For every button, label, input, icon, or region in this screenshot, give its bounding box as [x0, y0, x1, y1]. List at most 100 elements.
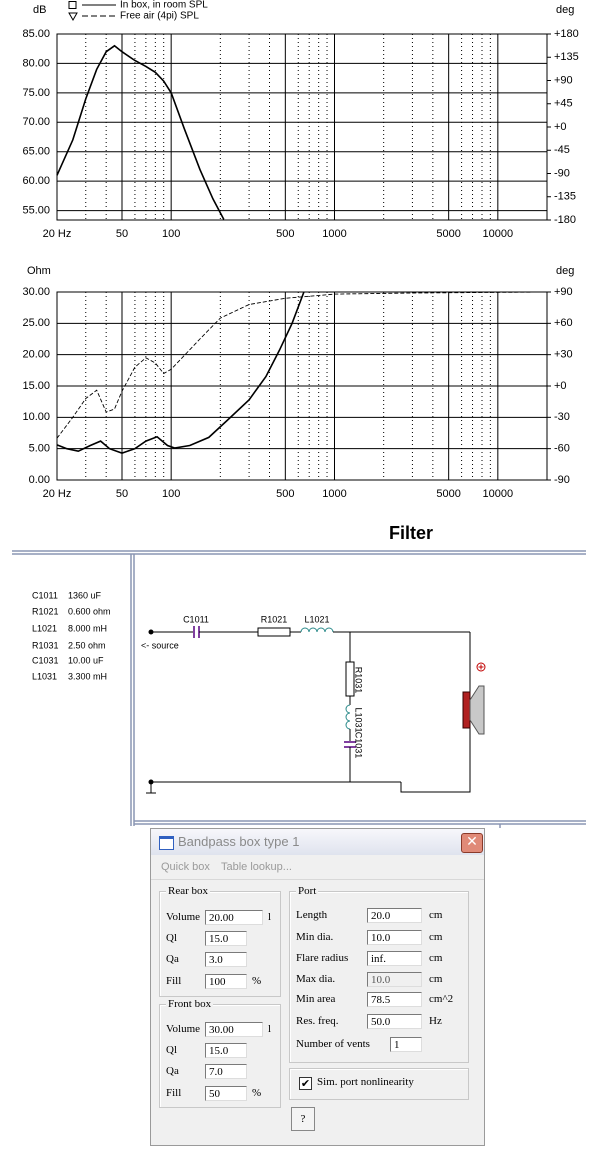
- component-name: L1031: [32, 671, 57, 681]
- schematic-label: <- source: [141, 640, 179, 650]
- title: Bandpass box type 1: [178, 834, 300, 849]
- y2-tick-label: -90: [554, 167, 570, 179]
- plot-border: [56, 33, 548, 221]
- text-input[interactable]: 1: [390, 1037, 422, 1052]
- y2-tick-label: -135: [554, 191, 576, 203]
- field-label: Ql: [166, 1044, 177, 1056]
- text-input[interactable]: 30.00: [205, 1022, 263, 1037]
- field-label: Res. freq.: [296, 1015, 339, 1027]
- component-value: 0.600 ohm: [68, 606, 111, 616]
- x-tick-label: 1000: [322, 228, 346, 240]
- text-input[interactable]: 10.0: [367, 930, 422, 945]
- y-tick-label: 30.00: [22, 286, 50, 298]
- y-tick-label: 75.00: [22, 87, 50, 99]
- y-tick-label: 65.00: [22, 146, 50, 158]
- series-line: [56, 45, 225, 220]
- text-input[interactable]: inf.: [367, 951, 422, 966]
- y-tick-label: 70.00: [22, 116, 50, 128]
- field-label: Flare radius: [296, 952, 349, 964]
- menu-item[interactable]: Quick box: [161, 861, 210, 873]
- text-input[interactable]: 3.0: [205, 952, 247, 967]
- title-bar: [151, 829, 484, 855]
- field-unit: cm: [429, 909, 443, 921]
- component-name: R1031: [32, 640, 59, 650]
- x-tick-label: 500: [276, 488, 294, 500]
- charts-and-filter: Filter 20 Hz 50 100 500 1000 5000 10000 55.00: [12, 0, 586, 828]
- field-unit: %: [252, 1087, 262, 1099]
- text-input[interactable]: 50: [205, 1086, 247, 1101]
- field-label: Min dia.: [296, 931, 334, 943]
- group-box: ✔ Sim. port nonlinearity: [289, 1068, 469, 1100]
- x-tick-label: 5000: [436, 228, 460, 240]
- component-value: 3.300 mH: [68, 671, 107, 681]
- field-label: Fill: [166, 975, 182, 987]
- y-tick-label: 10.00: [22, 411, 50, 423]
- y-tick-label: 0.00: [29, 474, 50, 486]
- text-input[interactable]: 15.0: [205, 1043, 247, 1058]
- series-line: [56, 291, 548, 439]
- help-button[interactable]: ?: [291, 1107, 315, 1131]
- text-input[interactable]: 50.0: [367, 1014, 422, 1029]
- y2-tick-label: +0: [554, 380, 567, 392]
- component-name: C1011: [32, 590, 58, 600]
- field-unit: l: [268, 1023, 272, 1035]
- x-tick-label: 50: [116, 488, 128, 500]
- close-button[interactable]: ✕: [461, 833, 483, 853]
- x-tick-label: 1000: [322, 488, 346, 500]
- schematic-label: L1031: [354, 707, 364, 732]
- component-value: 10.00 uF: [68, 655, 104, 665]
- y-axis-label: dB: [33, 4, 46, 16]
- group-title: Front box: [166, 998, 214, 1010]
- field-label: Min area: [296, 993, 336, 1005]
- group-title: Port: [296, 885, 319, 897]
- y-tick-label: 55.00: [22, 204, 50, 216]
- y-tick-label: 85.00: [22, 28, 50, 40]
- component-name: C1031: [32, 655, 59, 665]
- field-label: Fill: [166, 1087, 182, 1099]
- group-box: Rear box Volume 20.00 l Ql 15.0 Qa 3.0 Fill 100%: [159, 885, 281, 997]
- y2-tick-label: +90: [554, 286, 573, 298]
- field-unit: Hz: [429, 1015, 442, 1027]
- y2-axis-label: deg: [556, 265, 574, 277]
- text-input[interactable]: 15.0: [205, 931, 247, 946]
- y2-tick-label: -45: [554, 144, 570, 156]
- component-value: 8.000 mH: [68, 623, 107, 633]
- y-axis-label: Ohm: [27, 265, 51, 277]
- field-unit: %: [252, 975, 262, 987]
- text-input[interactable]: 20.00: [205, 910, 263, 925]
- field-label: Qa: [166, 953, 179, 965]
- schematic-label: L1021: [304, 614, 329, 624]
- menu-separator[interactable]: [151, 879, 484, 880]
- x-tick-label: 20 Hz: [43, 228, 72, 240]
- checkbox-label[interactable]: Sim. port nonlinearity: [317, 1076, 414, 1088]
- dialog: Bandpass box type 1 ✕ Quick box Table looku…: [150, 828, 485, 1146]
- plot-area: [57, 34, 547, 220]
- title-icon: [159, 836, 174, 850]
- text-input[interactable]: 100: [205, 974, 247, 989]
- text-input[interactable]: 7.0: [205, 1064, 247, 1079]
- x-tick-label: 20 Hz: [43, 488, 72, 500]
- legend-label: In box, in room SPL: [120, 0, 208, 11]
- text-input[interactable]: 20.0: [367, 908, 422, 923]
- y2-axis-label: deg: [556, 4, 574, 16]
- x-tick-label: 10000: [483, 488, 514, 500]
- y-tick-label: 15.00: [22, 380, 50, 392]
- text-input[interactable]: 10.0: [367, 972, 422, 987]
- y2-tick-label: -30: [554, 411, 570, 423]
- y2-tick-label: +30: [554, 349, 573, 361]
- component-name: R1021: [32, 606, 59, 616]
- checkbox[interactable]: ✔: [299, 1077, 312, 1090]
- field-label: Volume: [166, 1023, 201, 1035]
- legend-marker: [68, 12, 78, 22]
- y2-tick-label: +45: [554, 98, 573, 110]
- component-value: 2.50 ohm: [68, 640, 106, 650]
- field-label: Length: [296, 909, 328, 921]
- y2-tick-label: +60: [554, 317, 573, 329]
- y-tick-label: 20.00: [22, 349, 50, 361]
- text-input[interactable]: 78.5: [367, 992, 422, 1007]
- group-title: Rear box: [166, 885, 211, 897]
- y2-tick-label: +0: [554, 121, 567, 133]
- menu-item[interactable]: Table lookup...: [221, 861, 292, 873]
- x-tick-label: 5000: [436, 488, 460, 500]
- field-unit: cm: [429, 952, 443, 964]
